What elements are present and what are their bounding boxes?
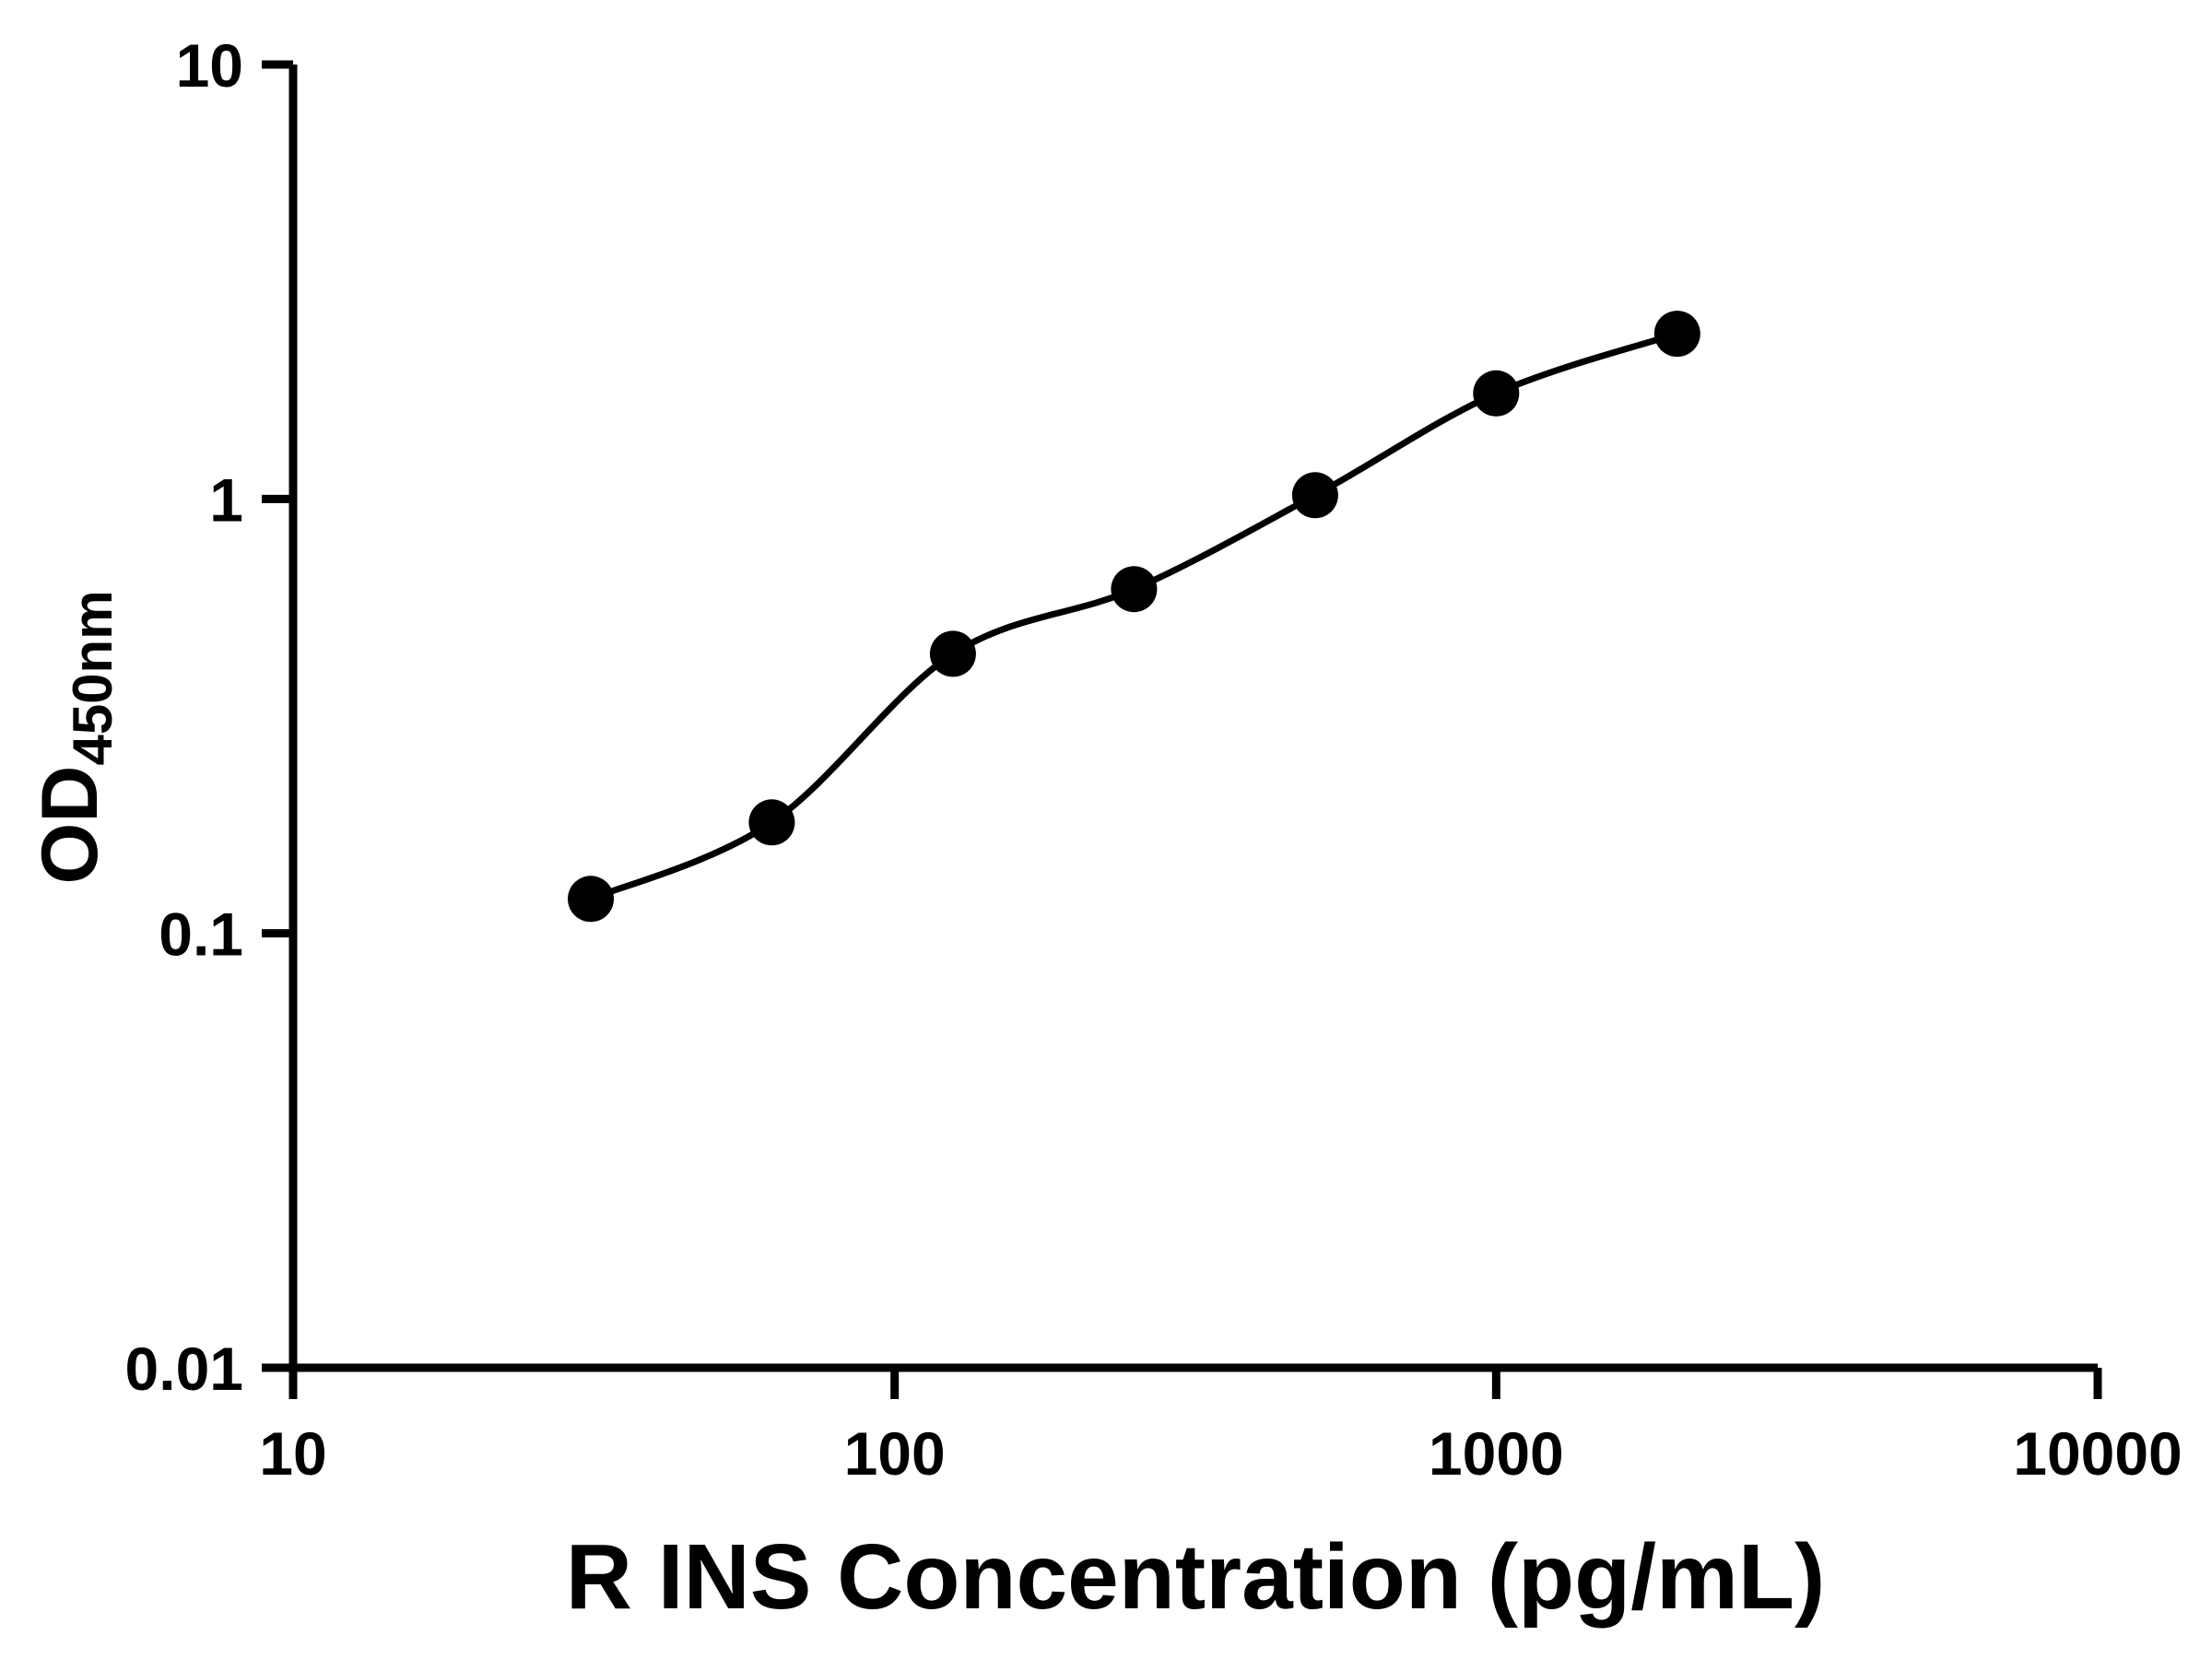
data-point (748, 799, 795, 846)
y-axis-title: OD450nm (26, 590, 124, 884)
y-tick-label: 0.1 (159, 900, 243, 969)
x-tick-label: 10000 (2013, 1419, 2183, 1488)
x-axis-title: R INS Concentration (pg/mL) (566, 1525, 1826, 1629)
x-tick-label: 100 (844, 1419, 946, 1488)
data-point (929, 630, 976, 677)
y-tick-label: 1 (209, 465, 243, 534)
y-tick-label: 10 (176, 31, 243, 100)
y-tick-label: 0.01 (125, 1335, 243, 1403)
x-tick-label: 10 (259, 1419, 326, 1488)
data-point (568, 876, 614, 923)
data-point (1473, 370, 1520, 417)
y-axis-title-sub: 450nm (62, 590, 124, 765)
data-point (1111, 566, 1158, 613)
y-axis-title-main: OD (26, 766, 114, 885)
data-point (1653, 311, 1700, 358)
plot-layer: 10 100 1000 10000 0.01 0.1 1 10 (125, 31, 2183, 1488)
data-point (1291, 472, 1338, 519)
x-tick-label: 1000 (1429, 1419, 1564, 1488)
